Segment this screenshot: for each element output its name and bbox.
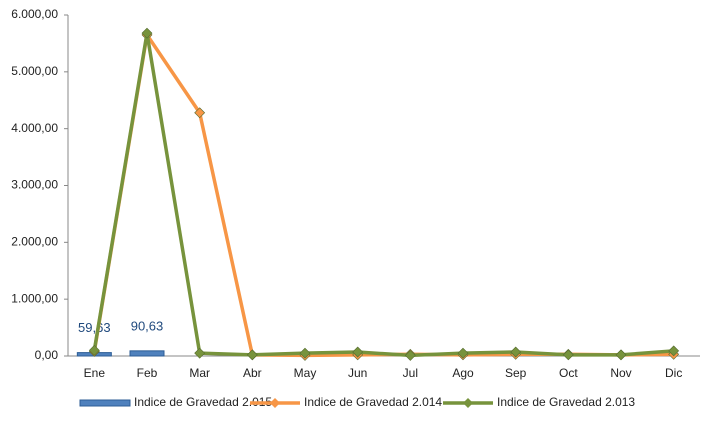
- legend-label: Indice de Gravedad 2.015: [134, 395, 272, 409]
- x-tick-label: Nov: [610, 366, 631, 380]
- marker: [668, 345, 680, 357]
- marker: [615, 349, 627, 361]
- x-tick-label: Jun: [348, 366, 367, 380]
- x-tick-label: May: [294, 366, 317, 380]
- marker: [194, 347, 206, 359]
- marker: [88, 344, 100, 356]
- y-tick-label: 0,00: [35, 348, 59, 362]
- legend-marker: [270, 398, 280, 408]
- x-tick-label: Mar: [189, 366, 210, 380]
- x-tick-label: Ago: [452, 366, 474, 380]
- marker: [352, 346, 364, 358]
- y-tick-label: 5.000,00: [11, 64, 58, 78]
- bar: [129, 350, 165, 357]
- x-tick-label: Abr: [243, 366, 262, 380]
- x-tick-label: Jul: [403, 366, 418, 380]
- y-tick-label: 3.000,00: [11, 178, 58, 192]
- marker: [141, 27, 153, 39]
- marker: [246, 349, 258, 361]
- y-tick-label: 1.000,00: [11, 291, 58, 305]
- marker: [404, 350, 416, 361]
- legend-marker: [463, 398, 473, 408]
- marker: [562, 349, 574, 361]
- y-tick-label: 4.000,00: [11, 121, 58, 135]
- x-tick-label: Oct: [559, 366, 578, 380]
- x-tick-label: Ene: [84, 366, 106, 380]
- x-tick-label: Sep: [505, 366, 527, 380]
- line: [92, 33, 674, 358]
- marker: [510, 346, 522, 358]
- legend-label: Indice de Gravedad 2.013: [497, 395, 635, 409]
- legend-swatch: [79, 399, 131, 407]
- y-tick-label: 6.000,00: [11, 7, 58, 21]
- line: [92, 31, 674, 358]
- value-label: 90,63: [131, 318, 164, 333]
- value-label: 59,63: [78, 320, 111, 335]
- marker: [299, 347, 311, 359]
- x-tick-label: Feb: [137, 366, 158, 380]
- x-tick-label: Dic: [665, 366, 682, 380]
- marker: [457, 347, 469, 359]
- legend-label: Indice de Gravedad 2.014: [304, 395, 442, 409]
- marker: [194, 107, 206, 119]
- y-tick-label: 2.000,00: [11, 235, 58, 249]
